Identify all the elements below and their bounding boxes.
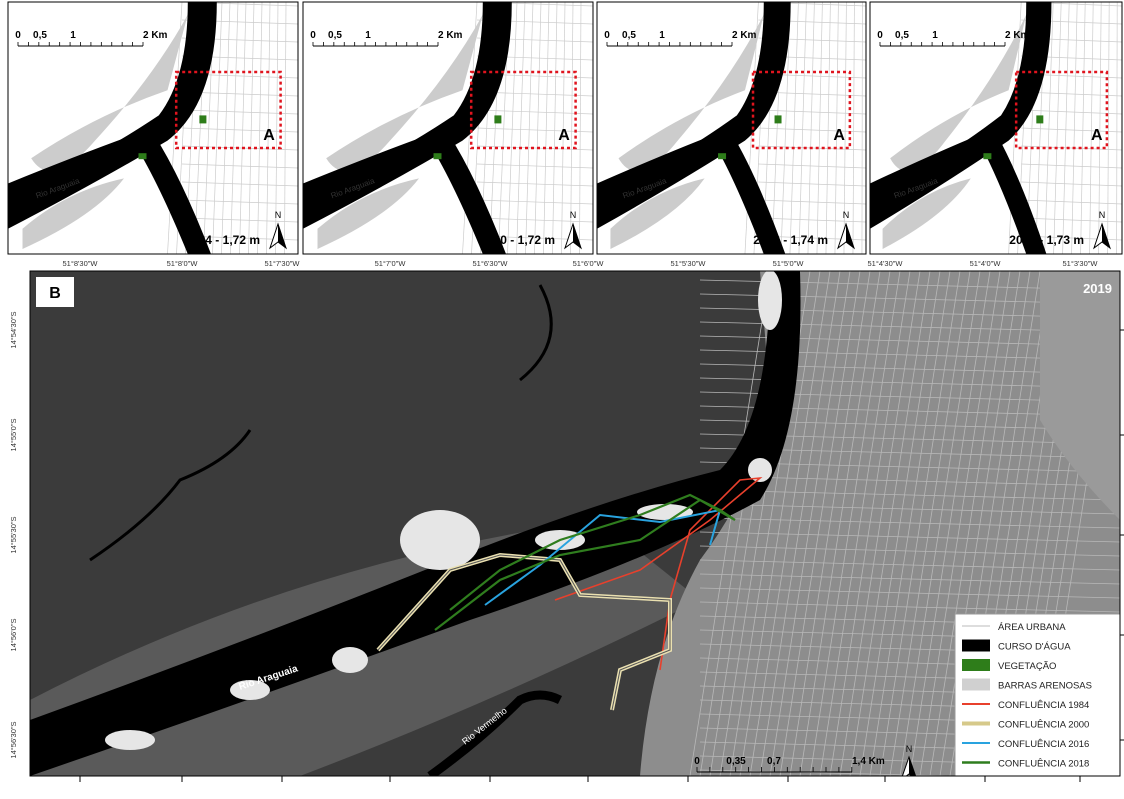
legend-label: CONFLUÊNCIA 2016 xyxy=(998,739,1089,750)
page: ARio Araguaia00,512 Km1984 - 1,72 mNARio… xyxy=(0,0,1124,799)
vegetation xyxy=(434,153,442,159)
scale-label: 0 xyxy=(694,756,700,767)
map-content: Rio AraguaiaRio VermelhoB201900,350,71,4… xyxy=(30,270,1120,780)
vegetation xyxy=(718,153,726,159)
legend-label: VEGETAÇÃO xyxy=(998,661,1056,672)
legend-label: BARRAS ARENOSAS xyxy=(998,681,1092,692)
scale-label: 0,35 xyxy=(726,756,746,767)
legend-label: CURSO D'ÁGUA xyxy=(998,642,1071,653)
scale-label: 0 xyxy=(604,30,610,41)
legend-label: CONFLUÊNCIA 2000 xyxy=(998,720,1089,731)
longitude-label: 51°8'0"W xyxy=(167,259,199,268)
sand-bar xyxy=(758,270,782,330)
inset-map: ARio Araguaia00,512 Km1984 - 1,72 mN xyxy=(8,2,298,254)
scale-label: 0,5 xyxy=(622,30,636,41)
vegetation xyxy=(983,153,991,159)
legend-swatch xyxy=(962,640,990,652)
scale-label: 0 xyxy=(877,30,883,41)
map-content: ARio Araguaia00,512 Km2018 - 1,73 mN xyxy=(870,2,1124,254)
scale-label: 2 Km xyxy=(1005,30,1030,41)
scale-label: 2 Km xyxy=(143,30,168,41)
year-caption: 2000 - 1,72 m xyxy=(480,233,555,247)
longitude-label: 51°4'0"W xyxy=(970,259,1002,268)
scale-label: 0,7 xyxy=(767,756,781,767)
scale-label: 2 Km xyxy=(732,30,757,41)
scale-label: 1 xyxy=(365,30,371,41)
scale-label: 0 xyxy=(310,30,316,41)
legend-swatch xyxy=(962,679,990,691)
focus-label: A xyxy=(833,127,845,144)
map-content: ARio Araguaia00,512 Km2000 - 1,72 mN xyxy=(303,2,593,254)
longitude-label: 51°8'30"W xyxy=(62,259,98,268)
legend-item: CURSO D'ÁGUA xyxy=(962,640,1071,653)
longitude-label: 51°7'30"W xyxy=(264,259,300,268)
focus-label: A xyxy=(263,127,275,144)
inset-map: ARio Araguaia00,512 Km2000 - 1,72 mN xyxy=(303,2,593,254)
vegetation xyxy=(775,115,782,123)
latitude-label: 14°55'0"S xyxy=(9,419,18,452)
year-caption: 2018 - 1,73 m xyxy=(1009,233,1084,247)
sand-bar xyxy=(400,510,480,570)
north-label: N xyxy=(570,210,577,220)
scale-label: 0,5 xyxy=(328,30,342,41)
inset-map: ARio Araguaia00,512 Km2018 - 1,73 mN xyxy=(870,2,1124,254)
vegetation xyxy=(199,115,206,123)
scale-label: 1 xyxy=(932,30,938,41)
scale-label: 0,5 xyxy=(33,30,47,41)
legend-label: ÁREA URBANA xyxy=(998,622,1066,633)
figure: ARio Araguaia00,512 Km1984 - 1,72 mNARio… xyxy=(0,0,1124,799)
scale-label: 0 xyxy=(15,30,21,41)
north-label: N xyxy=(1099,210,1106,220)
legend-swatch xyxy=(962,659,990,671)
scale-label: 2 Km xyxy=(438,30,463,41)
legend: ÁREA URBANA CURSO D'ÁGUA VEGETAÇÃO BARRAS A… xyxy=(955,614,1120,776)
scale-label: 1 xyxy=(70,30,76,41)
legend-item: VEGETAÇÃO xyxy=(962,659,1056,672)
year-caption: 1984 - 1,72 m xyxy=(185,233,260,247)
vegetation xyxy=(139,153,147,159)
sand-bar xyxy=(332,647,368,673)
longitude-label: 51°6'30"W xyxy=(472,259,508,268)
longitude-label: 51°3'30"W xyxy=(1062,259,1098,268)
focus-label: A xyxy=(1091,127,1103,144)
legend-label: CONFLUÊNCIA 2018 xyxy=(998,759,1089,770)
longitude-label: 51°7'0"W xyxy=(375,259,407,268)
year-label: 2019 xyxy=(1083,281,1112,296)
legend-label: CONFLUÊNCIA 1984 xyxy=(998,700,1089,711)
sand-bar xyxy=(105,730,155,750)
longitude-label: 51°6'0"W xyxy=(573,259,605,268)
vegetation xyxy=(494,115,501,123)
scale-label: 0,5 xyxy=(895,30,909,41)
focus-label: A xyxy=(558,127,570,144)
longitude-label: 51°5'0"W xyxy=(773,259,805,268)
north-label: N xyxy=(275,210,282,220)
legend-item: BARRAS ARENOSAS xyxy=(962,679,1092,692)
north-label: N xyxy=(843,210,850,220)
vegetation xyxy=(1036,115,1043,123)
longitude-label: 51°4'30"W xyxy=(867,259,903,268)
latitude-label: 14°56'30"S xyxy=(9,721,18,758)
scale-label: 1 xyxy=(659,30,665,41)
legend-box xyxy=(955,614,1120,776)
latitude-label: 14°54'30"S xyxy=(9,311,18,348)
year-caption: 2016 - 1,74 m xyxy=(753,233,828,247)
panel-label: B xyxy=(49,285,61,302)
longitude-label: 51°5'30"W xyxy=(670,259,706,268)
scale-label: 1,4 Km xyxy=(852,756,885,767)
north-label: N xyxy=(906,744,913,754)
latitude-label: 14°55'30"S xyxy=(9,516,18,553)
latitude-label: 14°56'0"S xyxy=(9,619,18,652)
